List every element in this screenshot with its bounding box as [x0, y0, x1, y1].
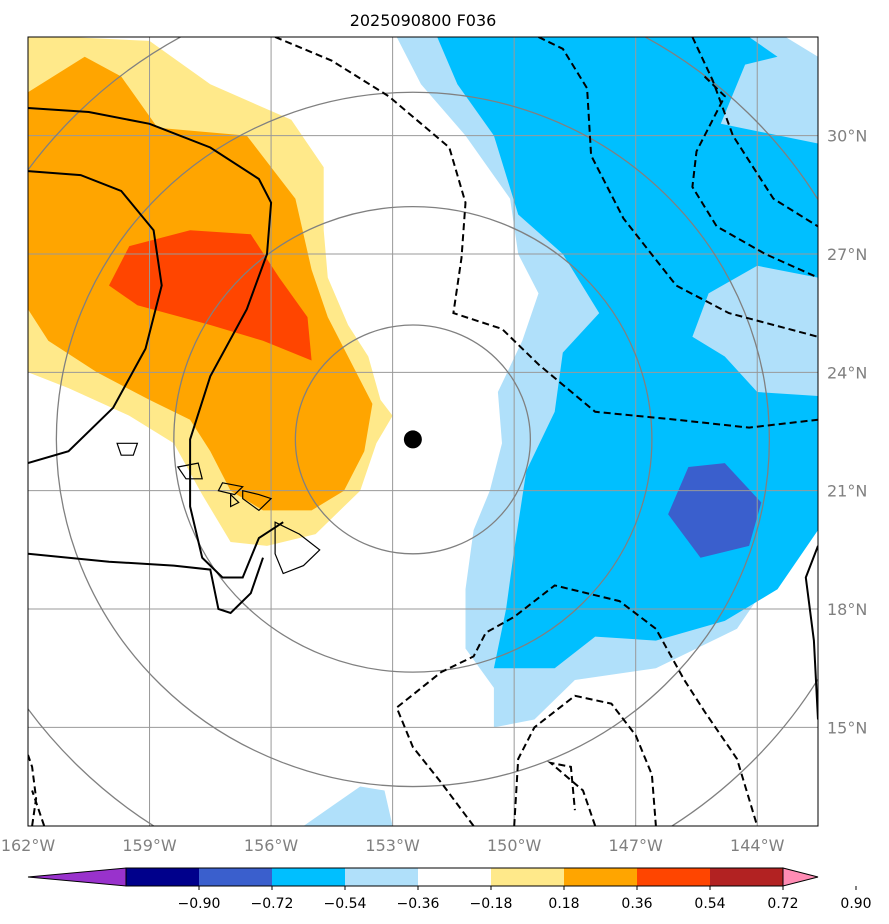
colorbar-tick-label: −0.90: [178, 896, 221, 912]
colorbar-tick-label: 0.54: [694, 896, 725, 912]
shaded-anomaly-layer: [28, 37, 818, 826]
colorbar-tick-label: −0.18: [470, 896, 513, 912]
solid-contour-3: [804, 545, 818, 720]
island-outline-4: [274, 521, 321, 575]
dashed-contour-3: [691, 75, 818, 279]
storm-center-layer: [403, 430, 422, 449]
colorbar-frame: [125, 867, 784, 887]
island-outline-5: [230, 493, 240, 508]
colorbar-swatch: [345, 868, 418, 886]
dashed-contour-8: [31, 790, 46, 826]
colorbar-tick-label: −0.72: [251, 896, 294, 912]
colorbar-extend-high: [782, 867, 819, 887]
shaded-region-2: [109, 230, 312, 361]
colorbar-tick-label: 0.90: [840, 896, 871, 912]
x-tick-label: 156°W: [244, 836, 299, 855]
x-tick-label: 150°W: [487, 836, 542, 855]
x-tick-label: 144°W: [730, 836, 785, 855]
x-tick-label: 147°W: [609, 836, 664, 855]
y-tick-labels: 15°N 18°N 21°N 24°N 27°N 30°N: [827, 127, 867, 738]
dashed-contour-layer: [28, 37, 818, 826]
island-outline-3: [242, 489, 273, 512]
dashed-contour-0: [274, 37, 818, 429]
solid-contour-1: [28, 170, 163, 465]
x-tick-label: 153°W: [365, 836, 420, 855]
colorbar-extend-low: [27, 867, 127, 887]
island-outline-1: [116, 442, 139, 456]
range-ring-0: [294, 324, 532, 555]
dashed-contour-7: [28, 754, 38, 826]
y-tick-label: 27°N: [827, 245, 867, 264]
map-plot-area: [28, 37, 818, 826]
colorbar: −0.90 −0.72 −0.54 −0.36 −0.18 0.18 0.36 0.54 0.7…: [27, 867, 872, 912]
colorbar-tick-label: 0.72: [767, 896, 798, 912]
colorbar-swatch: [564, 868, 637, 886]
range-ring-2: [55, 91, 771, 788]
colorbar-tick-label: 0.18: [548, 896, 579, 912]
colorbar-swatch: [710, 868, 783, 886]
x-tick-labels: 162°W 159°W 156°W 153°W 150°W 147°W 144°W: [1, 836, 785, 855]
colorbar-swatch: [637, 868, 710, 886]
colorbar-tick-label: 0.36: [621, 896, 652, 912]
range-ring-1: [173, 205, 653, 673]
shaded-region-6: [303, 786, 393, 826]
chart-title: 2025090800 F036: [350, 11, 497, 30]
dashed-contour-4: [395, 584, 759, 826]
y-tick-label: 30°N: [827, 127, 867, 146]
colorbar-swatch: [272, 868, 345, 886]
y-tick-label: 21°N: [827, 482, 867, 501]
solid-contour-0: [28, 107, 284, 579]
dashed-contour-1: [538, 37, 818, 338]
dashed-contour-6: [547, 761, 597, 826]
shaded-region-5: [668, 463, 762, 558]
solid-contour-layer: [28, 107, 818, 720]
y-tick-label: 18°N: [827, 600, 867, 619]
colorbar-swatch: [126, 868, 199, 886]
dashed-contour-5: [513, 694, 657, 826]
y-tick-label: 24°N: [827, 363, 867, 382]
solid-contour-2: [28, 552, 264, 615]
storm-center-marker: [403, 430, 422, 449]
x-tick-label: 159°W: [122, 836, 177, 855]
y-tick-label: 15°N: [827, 718, 867, 737]
radius-rings: [28, 37, 818, 826]
colorbar-tick-label: −0.54: [324, 896, 367, 912]
lat-lon-grid: [28, 37, 818, 826]
island-outline-2: [217, 482, 244, 496]
x-tick-label: 162°W: [1, 836, 56, 855]
colorbar-swatch: [199, 868, 272, 886]
colorbar-swatch: [418, 868, 491, 886]
island-outline-0: [176, 462, 203, 480]
coastline-layer: [116, 442, 321, 575]
colorbar-swatch: [491, 868, 564, 886]
colorbar-tick-label: −0.36: [397, 896, 440, 912]
dashed-contour-2: [691, 37, 818, 228]
plot-frame: [27, 36, 819, 827]
